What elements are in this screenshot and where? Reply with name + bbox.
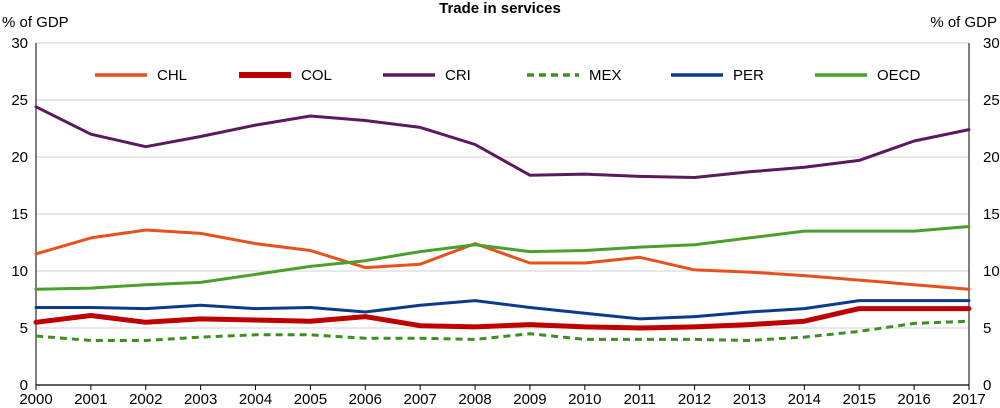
x-tick-label: 2014 [788,391,821,408]
x-tick-label: 2007 [403,391,436,408]
axes [35,43,970,390]
x-tick-labels: 2000 2001 2002 2003 2004 2005 2006 2007 2008 2009… [19,391,985,408]
x-tick-label: 2016 [897,391,930,408]
y-tick-label-left: 25 [11,92,28,109]
series-line-col [33,306,972,331]
legend: CHL COL CRI MEX PER OECD [95,67,921,84]
x-tick-label: 2010 [568,391,601,408]
x-tick-label: 2015 [843,391,876,408]
left-axis-unit-label: % of GDP [2,14,69,31]
x-tick-label: 2003 [184,391,217,408]
series-line-oecd [34,225,971,291]
y-tick-label-left: 20 [11,149,28,166]
x-tick-label: 2006 [349,391,382,408]
legend-label-mex: MEX [589,67,622,84]
legend-label-col: COL [301,67,332,84]
y-tick-label-right: 20 [983,149,1000,166]
y-tick-label-right: 25 [983,92,1000,109]
y-tick-label-right: 10 [983,263,1000,280]
series-line-chl [34,228,971,291]
x-tick-label: 2011 [624,391,656,408]
chart-title: Trade in services [439,0,561,17]
y-tick-label-right: 0 [983,377,991,394]
left-y-tick-labels: 0 5 10 15 20 25 30 [11,35,28,394]
x-tick-label: 2009 [513,391,546,408]
x-tick-label: 2001 [74,391,107,408]
x-tick-label: 2000 [19,391,52,408]
right-y-tick-labels: 0 5 10 15 20 25 30 [983,35,1000,394]
y-tick-label-right: 30 [983,35,1000,52]
legend-label-per: PER [733,67,764,84]
legend-label-cri: CRI [445,67,471,84]
y-tick-label-right: 5 [983,320,991,337]
series-lines [33,105,972,342]
x-tick-label: 2008 [458,391,491,408]
y-tick-label-left: 0 [20,377,28,394]
x-tick-label: 2012 [678,391,711,408]
right-axis-unit-label: % of GDP [930,14,997,31]
x-tick-label: 2017 [952,391,985,408]
series-line-cri [34,105,971,179]
x-tick-label: 2004 [239,391,272,408]
y-tick-label-left: 5 [20,320,28,337]
y-tick-label-right: 15 [983,206,1000,223]
y-tick-label-left: 15 [11,206,28,223]
x-tick-label: 2013 [733,391,766,408]
gridlines [36,42,969,329]
legend-label-oecd: OECD [877,67,921,84]
legend-label-chl: CHL [157,67,187,84]
x-tick-label: 2005 [294,391,327,408]
y-tick-label-left: 10 [11,263,28,280]
y-tick-label-left: 30 [11,35,28,52]
x-tick-label: 2002 [129,391,162,408]
series-line-per [34,299,971,321]
